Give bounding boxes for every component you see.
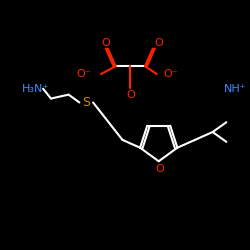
- Text: O: O: [102, 38, 110, 48]
- Text: H₃N⁺: H₃N⁺: [22, 84, 49, 94]
- Text: O: O: [155, 164, 164, 174]
- Text: S: S: [82, 96, 90, 109]
- Text: O⁻: O⁻: [76, 69, 91, 79]
- Text: O⁻: O⁻: [164, 69, 178, 79]
- Text: NH⁺: NH⁺: [224, 84, 246, 94]
- Text: O: O: [154, 38, 163, 48]
- Text: O: O: [126, 90, 135, 100]
